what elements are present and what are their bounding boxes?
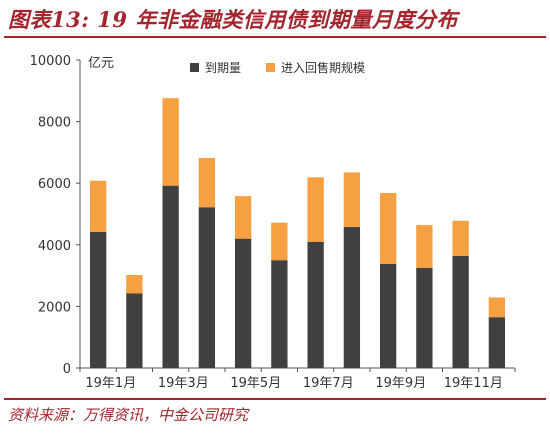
source-note: 资料来源：万得资讯，中金公司研究 [8,406,249,424]
y-tick-label: 10000 [30,54,71,69]
legend-label-putable: 进入回售期规模 [281,60,365,75]
x-tick-label: 19年3月 [158,376,209,391]
bar-maturity [307,241,324,368]
bar-maturity [379,263,397,368]
bar-putable [452,220,469,256]
bar-maturity [89,231,107,368]
bar-putable [162,98,179,186]
bar-maturity [416,267,433,368]
bar-putable [307,177,324,242]
bar-putable [89,180,107,232]
x-tick-label: 19年11月 [444,376,503,391]
bar-maturity [198,207,216,368]
chart-bars [89,98,506,368]
title-rule [4,36,546,38]
chart-axes [76,59,516,372]
x-tick-label: 19年9月 [375,376,426,391]
x-tick-label: 19年5月 [230,376,281,391]
bar-putable [271,222,288,261]
bar-maturity [488,317,506,368]
y-tick-label: 8000 [38,116,71,131]
bar-maturity [162,185,179,368]
y-axis-unit-label: 亿元 [88,56,114,71]
bar-putable [198,157,216,208]
y-tick-label: 6000 [38,177,71,192]
y-tick-label: 2000 [38,300,71,315]
bar-maturity [126,293,143,368]
bar-putable [379,193,397,264]
bar-maturity [452,255,469,368]
bar-putable [234,196,252,239]
legend-label-maturity: 到期量 [205,61,241,75]
x-tick-label: 19年1月 [85,376,136,391]
bar-putable [488,297,506,318]
chart-labels: 0 2000 4000 6000 8000 10000 19年1月 19年3月 19年5月 19年… [30,54,503,391]
x-tick-label: 19年7月 [303,376,354,391]
bar-maturity [343,226,361,368]
y-tick-label: 0 [63,362,71,377]
y-tick-label: 4000 [38,239,71,254]
chart-title: 图表13: 19 年非金融类信用债到期量月度分布 [8,7,458,32]
legend-swatch-maturity [190,63,199,72]
bar-putable [416,225,433,268]
chart-legend: 到期量 进入回售期规模 [190,60,365,75]
source-rule [4,398,546,400]
bar-putable [126,274,143,294]
legend-swatch-putable [266,63,275,72]
bar-maturity [271,260,288,368]
bar-putable [343,172,361,227]
bar-maturity [234,238,252,368]
